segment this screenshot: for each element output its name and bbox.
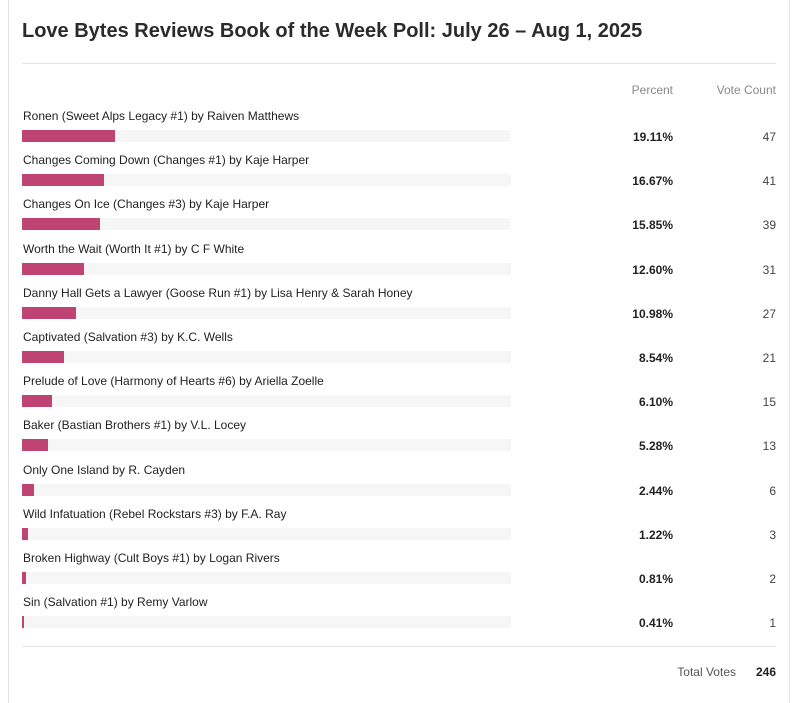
bar xyxy=(22,572,26,584)
poll-row: Changes On Ice (Changes #3) by Kaje Harp… xyxy=(0,197,802,241)
row-label: Ronen (Sweet Alps Legacy #1) by Raiven M… xyxy=(23,109,300,123)
percent-value: 0.41% xyxy=(638,616,673,631)
poll-row: Baker (Bastian Brothers #1) by V.L. Loce… xyxy=(0,418,802,462)
poll-row: Broken Highway (Cult Boys #1) by Logan R… xyxy=(0,551,802,595)
percent-value: 16.67% xyxy=(632,174,673,189)
percent-value: 2.44% xyxy=(638,483,673,498)
percent-value: 12.60% xyxy=(632,262,673,277)
vote-count-value: 2 xyxy=(769,572,776,586)
poll-row: Only One Island by R. Cayden 2.44% 6 xyxy=(0,463,802,507)
vote-count-value: 31 xyxy=(762,262,776,277)
percent-value: 1.22% xyxy=(638,527,673,542)
bar xyxy=(22,616,24,629)
bar-track xyxy=(22,527,511,540)
bar xyxy=(22,527,28,540)
total-votes-value: 246 xyxy=(755,665,776,679)
vote-count-value: 3 xyxy=(769,527,776,542)
vote-count-header: Vote Count xyxy=(716,83,776,97)
row-label: Danny Hall Gets a Lawyer (Goose Run #1) … xyxy=(23,285,413,300)
percent-value: 5.28% xyxy=(638,439,673,454)
row-label: Changes Coming Down (Changes #1) by Kaje… xyxy=(23,153,310,168)
percent-value: 15.85% xyxy=(632,218,673,233)
bar xyxy=(22,483,34,496)
vote-count-value: 13 xyxy=(762,439,776,454)
vote-count-value: 41 xyxy=(762,174,776,189)
row-label: Worth the Wait (Worth It #1) by C F Whit… xyxy=(23,241,245,256)
bar xyxy=(22,306,76,319)
bar xyxy=(22,351,64,363)
bar xyxy=(22,395,52,408)
vote-count-value: 27 xyxy=(762,306,776,321)
row-label: Changes On Ice (Changes #3) by Kaje Harp… xyxy=(23,197,270,212)
row-label: Sin (Salvation #1) by Remy Varlow xyxy=(23,595,208,610)
poll-row: Danny Hall Gets a Lawyer (Goose Run #1) … xyxy=(0,286,802,330)
row-label: Wild Infatuation (Rebel Rockstars #3) by… xyxy=(23,506,287,521)
bar-track xyxy=(22,306,511,319)
row-label: Only One Island by R. Cayden xyxy=(23,462,186,477)
poll-row: Worth the Wait (Worth It #1) by C F Whit… xyxy=(0,242,802,286)
poll-title: Love Bytes Reviews Book of the Week Poll… xyxy=(22,20,643,42)
bar-track xyxy=(22,351,511,363)
bar-track xyxy=(22,395,511,408)
bar-track xyxy=(22,218,511,231)
bar xyxy=(22,262,84,275)
bar xyxy=(22,439,48,452)
bar-track xyxy=(22,130,511,142)
bar-track xyxy=(22,483,511,496)
percent-value: 19.11% xyxy=(632,130,673,144)
poll-row: Changes Coming Down (Changes #1) by Kaje… xyxy=(0,153,802,197)
vote-count-value: 1 xyxy=(769,616,776,631)
bar-track xyxy=(22,616,511,629)
vote-count-value: 15 xyxy=(762,395,776,410)
bar xyxy=(22,218,100,231)
bar-track xyxy=(22,572,511,584)
row-label: Captivated (Salvation #3) by K.C. Wells xyxy=(23,330,233,344)
percent-value: 0.81% xyxy=(638,572,673,586)
percent-header: Percent xyxy=(631,83,673,97)
poll-row: Captivated (Salvation #3) by K.C. Wells 8… xyxy=(0,330,802,374)
bar-track xyxy=(22,174,511,187)
row-label: Baker (Bastian Brothers #1) by V.L. Loce… xyxy=(23,418,247,433)
vote-count-value: 47 xyxy=(762,130,776,144)
bar xyxy=(22,130,116,142)
poll-row: Sin (Salvation #1) by Remy Varlow 0.41% 1 xyxy=(0,595,802,639)
bar-track xyxy=(22,262,511,275)
row-label: Prelude of Love (Harmony of Hearts #6) b… xyxy=(23,374,324,389)
title-divider xyxy=(22,63,776,64)
poll-row: Wild Infatuation (Rebel Rockstars #3) by… xyxy=(0,507,802,551)
percent-value: 6.10% xyxy=(638,395,673,410)
bar xyxy=(22,174,104,187)
percent-value: 8.54% xyxy=(638,351,673,365)
percent-value: 10.98% xyxy=(632,306,673,321)
poll-row: Prelude of Love (Harmony of Hearts #6) b… xyxy=(0,374,802,418)
poll-row: Ronen (Sweet Alps Legacy #1) by Raiven M… xyxy=(0,109,802,153)
total-votes-label: Total Votes xyxy=(677,665,736,679)
vote-count-value: 6 xyxy=(769,483,776,498)
footer-divider xyxy=(22,646,776,647)
bar-track xyxy=(22,439,511,452)
vote-count-value: 21 xyxy=(762,351,776,365)
row-label: Broken Highway (Cult Boys #1) by Logan R… xyxy=(23,551,280,565)
vote-count-value: 39 xyxy=(762,218,776,233)
